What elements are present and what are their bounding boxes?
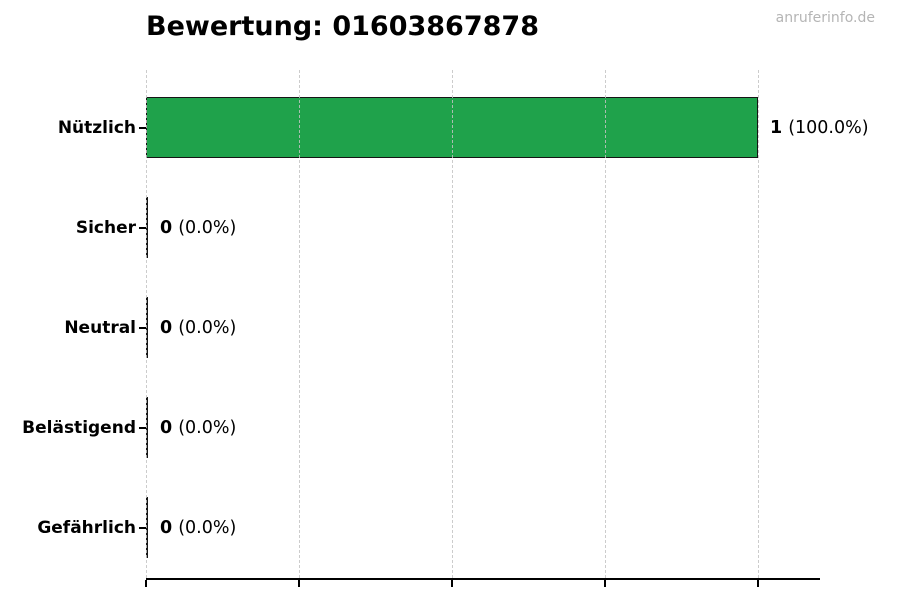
value-label: 0 (0.0%)	[160, 218, 236, 238]
y-axis-tick	[139, 226, 146, 229]
category-label: Gefährlich	[37, 517, 136, 538]
bar-row: Gefährlich 0 (0.0%)	[37, 497, 820, 558]
x-axis-tick	[604, 580, 606, 587]
bar	[146, 497, 148, 558]
y-axis-tick	[139, 126, 146, 129]
gridline	[146, 70, 147, 578]
value-label: 0 (0.0%)	[160, 518, 236, 538]
value-percent: (100.0%)	[788, 117, 869, 138]
bar-row: Nützlich 1 (100.0%)	[58, 97, 869, 158]
value-label: 0 (0.0%)	[160, 318, 236, 338]
gridline	[299, 70, 300, 578]
value-percent: (0.0%)	[178, 317, 237, 338]
gridline	[605, 70, 606, 578]
y-axis-tick	[139, 526, 146, 529]
bar-row: Belästigend 0 (0.0%)	[22, 397, 820, 458]
plot-area: Nützlich 1 (100.0%) Sicher 0 (0.0%) Neutra…	[22, 70, 869, 587]
x-axis-tick	[298, 580, 300, 587]
category-label: Neutral	[64, 317, 136, 338]
value-number: 0	[160, 317, 173, 338]
value-percent: (0.0%)	[178, 217, 237, 238]
bar-row: Sicher 0 (0.0%)	[76, 197, 820, 258]
bar-row: Neutral 0 (0.0%)	[64, 297, 820, 358]
category-label: Sicher	[75, 217, 136, 238]
category-label: Belästigend	[22, 417, 136, 438]
x-axis-tick	[757, 580, 759, 587]
value-number: 0	[160, 417, 173, 438]
y-axis-tick	[139, 326, 146, 329]
value-label: 0 (0.0%)	[160, 418, 236, 438]
x-axis-tick	[451, 580, 453, 587]
value-number: 1	[770, 117, 783, 138]
y-axis-tick	[139, 426, 146, 429]
bar	[146, 197, 148, 258]
value-label: 1 (100.0%)	[770, 118, 869, 138]
x-axis-tick	[145, 580, 147, 587]
chart-title: Bewertung: 01603867878	[146, 11, 539, 42]
watermark: anruferinfo.de	[775, 10, 875, 26]
bar	[146, 397, 148, 458]
gridline	[758, 70, 759, 578]
category-label: Nützlich	[57, 117, 136, 138]
bar	[146, 297, 148, 358]
value-number: 0	[160, 217, 173, 238]
value-number: 0	[160, 517, 173, 538]
gridline	[452, 70, 453, 578]
value-percent: (0.0%)	[178, 517, 237, 538]
value-percent: (0.0%)	[178, 417, 237, 438]
